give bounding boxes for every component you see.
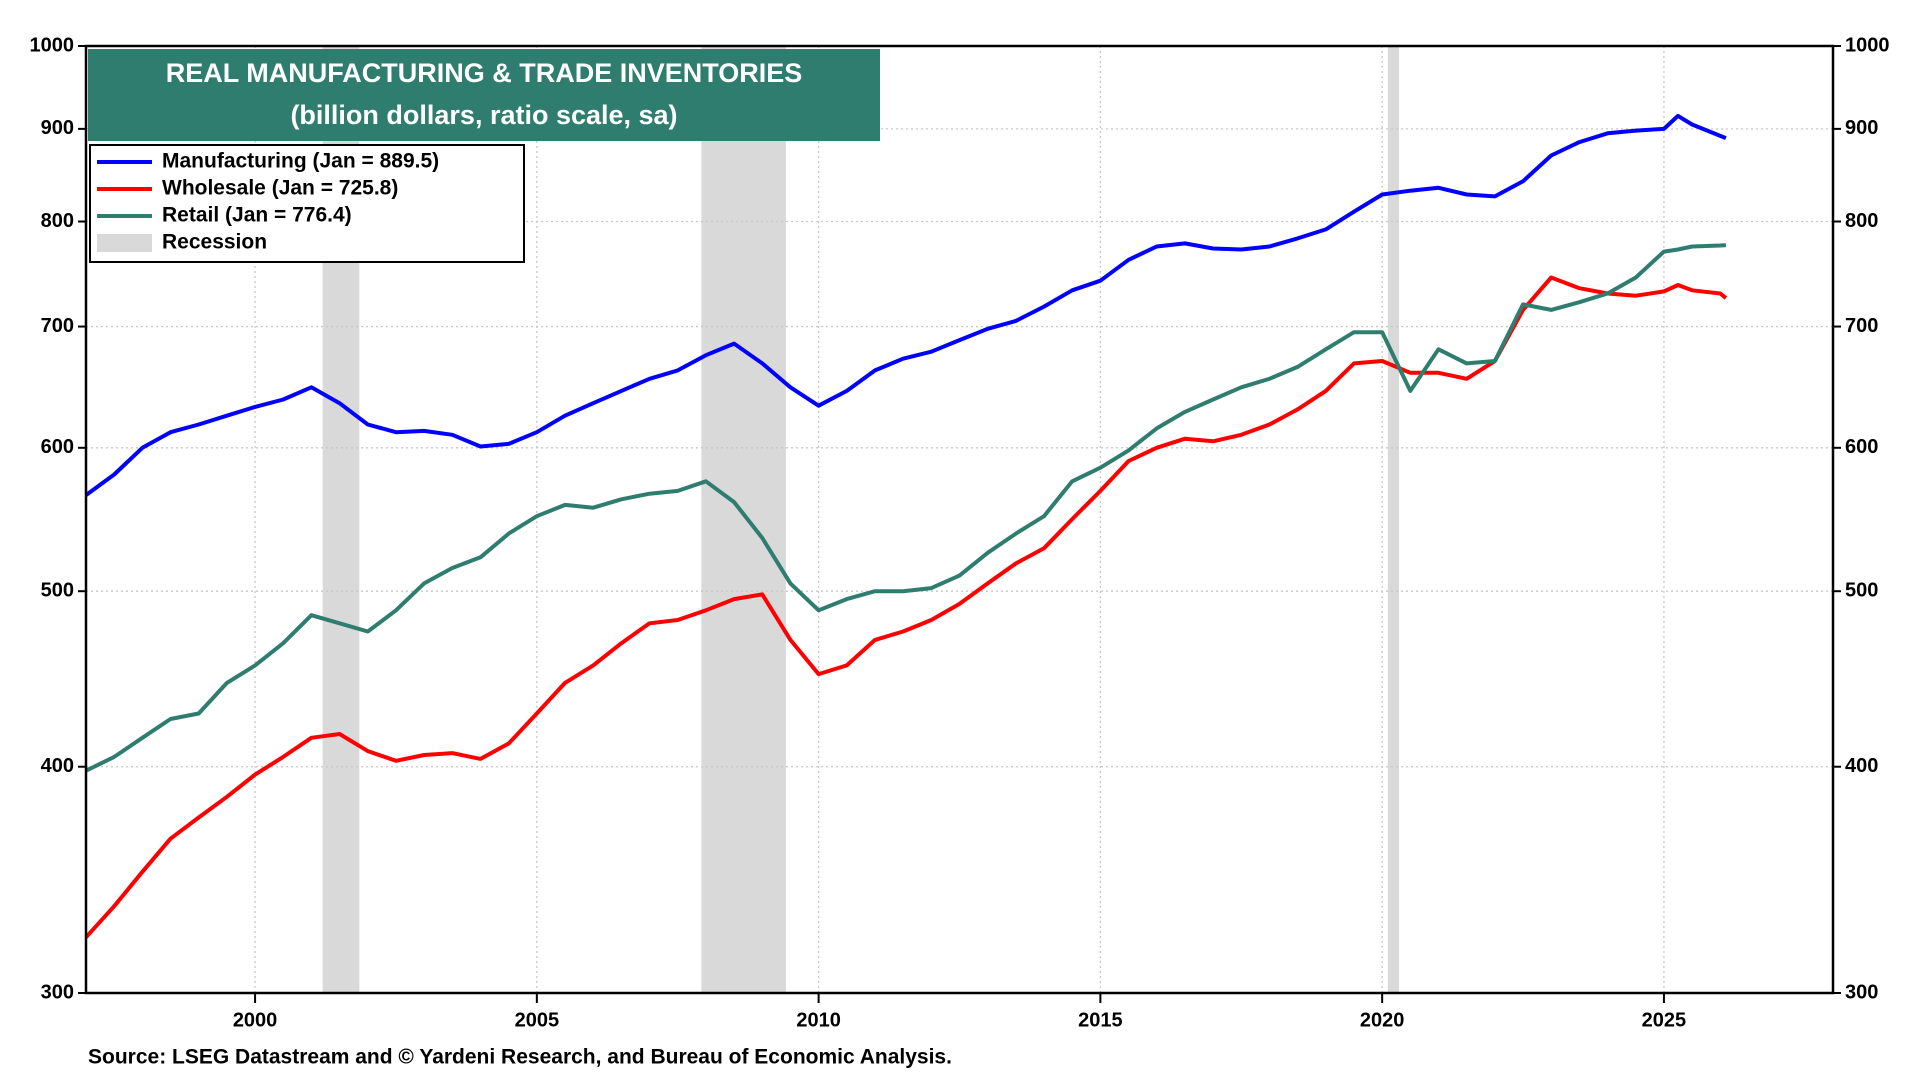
plot-frame bbox=[84, 44, 1835, 995]
y2-tick-label: 800 bbox=[1845, 210, 1878, 232]
recession-band bbox=[1387, 46, 1400, 993]
title-box bbox=[88, 49, 880, 141]
y-tick-label: 600 bbox=[41, 436, 74, 458]
y-tick-label: 1000 bbox=[30, 34, 75, 56]
x-tick-label: 2010 bbox=[796, 1009, 841, 1031]
x-tick-label: 2005 bbox=[515, 1009, 560, 1031]
y-tick-label: 500 bbox=[41, 579, 74, 601]
y2-tick-label: 600 bbox=[1845, 436, 1878, 458]
legend-label: Retail (Jan = 776.4) bbox=[162, 204, 352, 227]
y-tick-label: 700 bbox=[41, 315, 74, 337]
x-tick-label: 2015 bbox=[1078, 1009, 1123, 1031]
x-tick-label: 2020 bbox=[1360, 1009, 1405, 1031]
x-tick-label: 2025 bbox=[1642, 1009, 1687, 1031]
y-tick-label: 400 bbox=[41, 755, 74, 777]
y2-tick-label: 700 bbox=[1845, 315, 1878, 337]
source-note: Source: LSEG Datastream and © Yardeni Re… bbox=[88, 1046, 952, 1069]
legend-swatch bbox=[97, 234, 152, 252]
legend-box bbox=[89, 144, 525, 263]
y-tick-label: 800 bbox=[41, 210, 74, 232]
legend-label: Manufacturing (Jan = 889.5) bbox=[162, 150, 439, 173]
series-line bbox=[84, 113, 1727, 497]
chart-subtitle: (billion dollars, ratio scale, sa) bbox=[290, 100, 677, 130]
chart-title: REAL MANUFACTURING & TRADE INVENTORIES bbox=[166, 58, 803, 88]
legend-label: Recession bbox=[162, 231, 267, 254]
legend-label: Wholesale (Jan = 725.8) bbox=[162, 177, 398, 200]
y2-tick-label: 900 bbox=[1845, 117, 1878, 139]
y2-tick-label: 400 bbox=[1845, 755, 1878, 777]
x-tick-label: 2000 bbox=[233, 1009, 278, 1031]
y2-tick-label: 300 bbox=[1845, 981, 1878, 1003]
y2-tick-label: 500 bbox=[1845, 579, 1878, 601]
y-tick-label: 300 bbox=[41, 981, 74, 1003]
y-tick-label: 900 bbox=[41, 117, 74, 139]
y2-tick-label: 1000 bbox=[1845, 34, 1890, 56]
recession-band bbox=[701, 46, 786, 993]
series-line bbox=[85, 243, 1727, 773]
